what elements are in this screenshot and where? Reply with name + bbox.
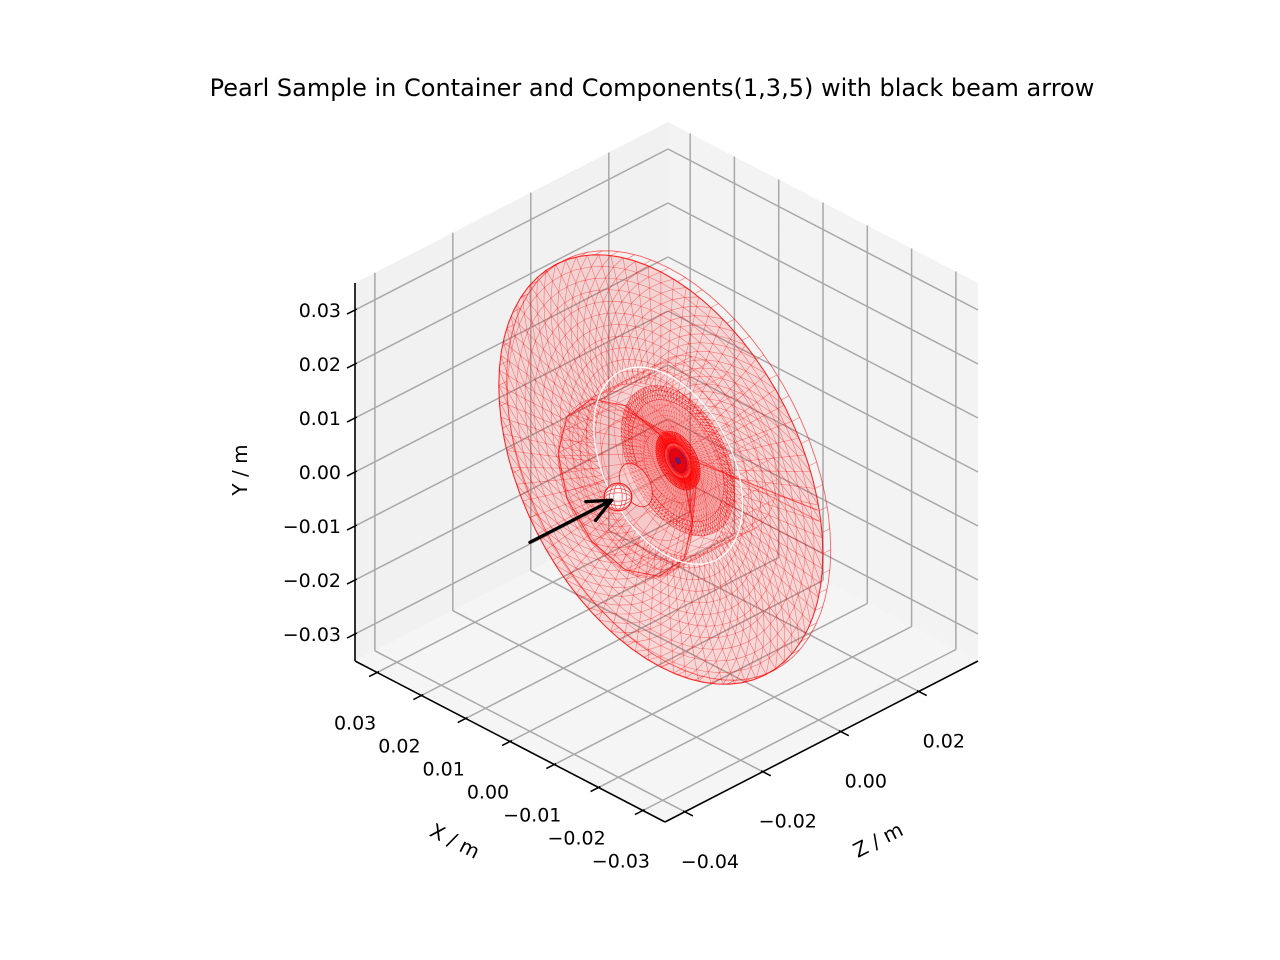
y-tick-label: 0.03 — [299, 300, 341, 322]
mesh-seam — [694, 460, 818, 511]
tick-labels: 0.030.020.010.00−0.01−0.02−0.03 −0.04−0.0… — [283, 300, 965, 873]
sample-window-circle — [593, 366, 744, 566]
y-tick-label: −0.02 — [283, 570, 341, 592]
z-tick-label: −0.02 — [759, 811, 817, 833]
y-tick-label: −0.01 — [283, 516, 341, 538]
axis-lines — [346, 283, 979, 823]
container-outer-disk — [498, 250, 832, 685]
x-tick-label: −0.03 — [592, 851, 650, 873]
x-tick-label: 0.00 — [467, 782, 509, 804]
plot-title: Pearl Sample in Container and Components… — [209, 74, 1095, 102]
core-overlay-mesh — [666, 445, 690, 476]
beam-arrow — [528, 498, 614, 544]
x-tick-label: −0.01 — [503, 805, 561, 827]
x-tick-label: 0.03 — [334, 713, 376, 735]
z-tick-label: 0.02 — [923, 731, 965, 753]
y-tick-label: 0.00 — [299, 462, 341, 484]
x-tick-label: 0.02 — [378, 736, 420, 758]
pearl-sphere — [603, 482, 633, 512]
y-tick-label: 0.01 — [299, 408, 341, 430]
x-tick-label: −0.02 — [547, 828, 605, 850]
x-tick-label: 0.01 — [423, 759, 465, 781]
y-tick-label: −0.03 — [283, 624, 341, 646]
component1-ring-outer — [621, 385, 735, 537]
mesh-seam-2 — [692, 456, 820, 522]
y-axis-label: Y / m — [228, 444, 252, 496]
y-tick-label: 0.02 — [299, 354, 341, 376]
z-tick-label: 0.00 — [845, 771, 887, 793]
z-tick-label: −0.04 — [681, 851, 739, 873]
